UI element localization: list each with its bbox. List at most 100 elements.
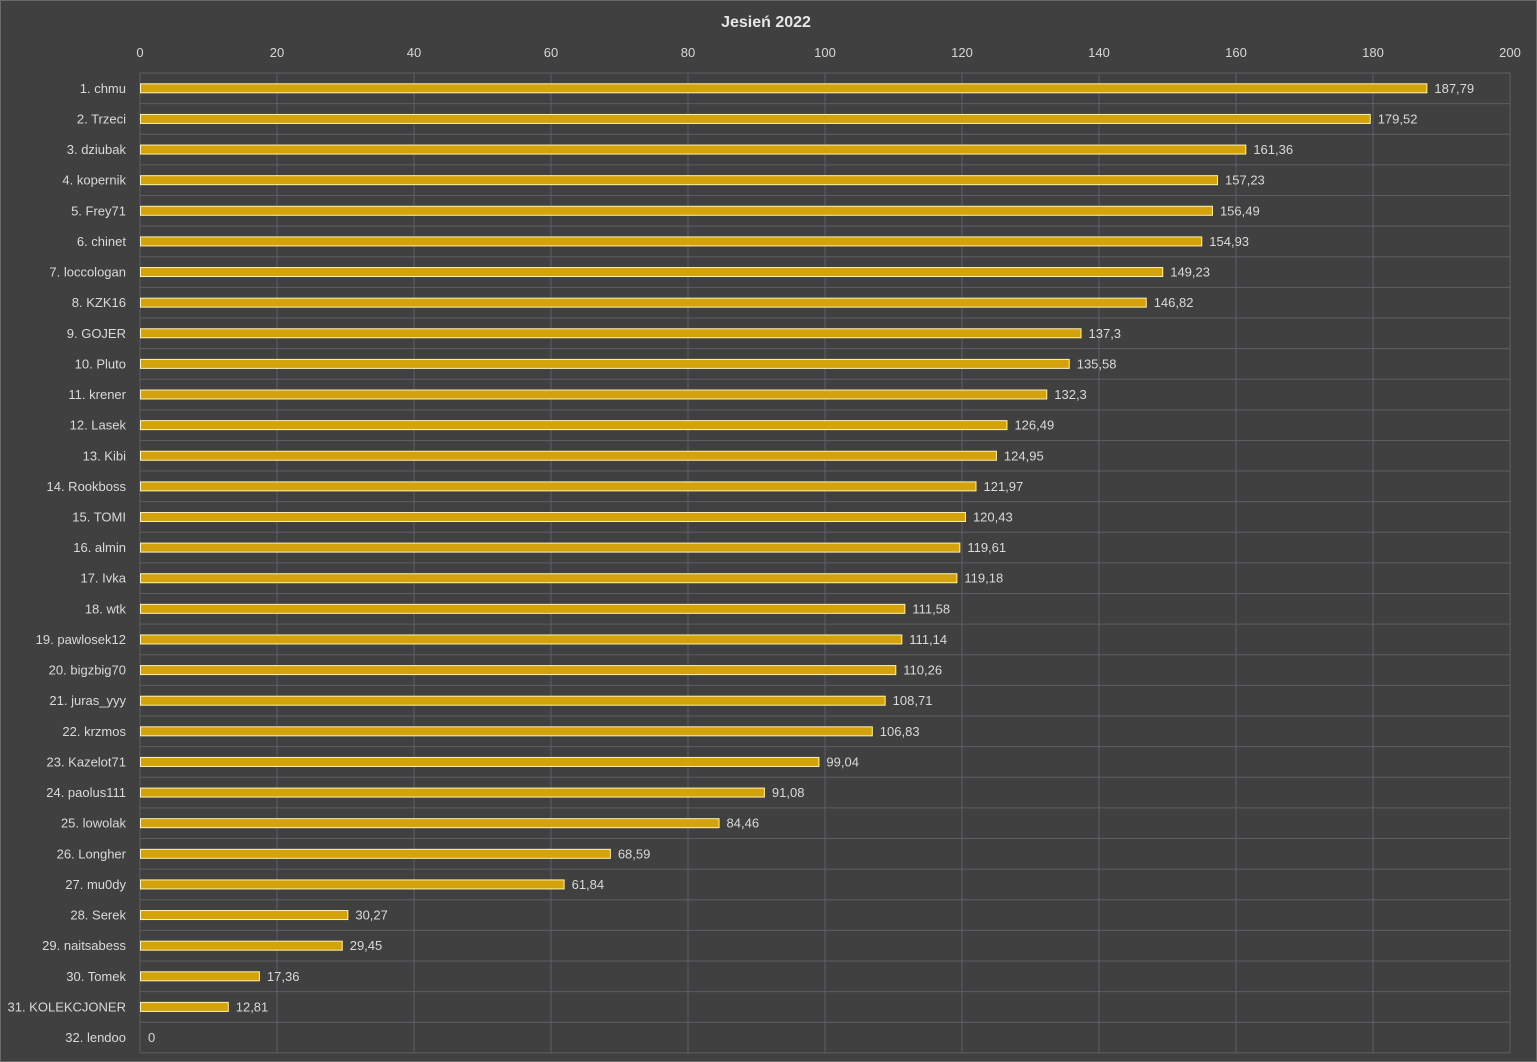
bar — [140, 144, 1247, 155]
bar — [140, 818, 720, 829]
bar — [140, 971, 260, 982]
x-tick-label: 120 — [951, 45, 973, 60]
data-label: 119,18 — [964, 571, 1003, 586]
category-label: 30. Tomek — [66, 969, 126, 984]
bar — [140, 542, 961, 553]
data-label: 111,14 — [909, 632, 947, 647]
bar — [140, 573, 958, 584]
category-label: 9. GOJER — [67, 326, 126, 341]
bar — [140, 634, 903, 645]
category-label: 12. Lasek — [70, 418, 127, 433]
category-label: 29. naitsabess — [42, 938, 126, 953]
category-label: 3. dziubak — [67, 142, 127, 157]
x-tick-label: 140 — [1088, 45, 1110, 60]
bar — [140, 787, 765, 798]
category-label: 10. Pluto — [75, 356, 126, 371]
bar — [140, 756, 820, 767]
category-label: 20. bigzbig70 — [49, 663, 126, 678]
data-label: 111,58 — [912, 601, 950, 616]
bar — [140, 236, 1203, 247]
bar — [140, 113, 1371, 124]
category-label: 16. almin — [73, 540, 126, 555]
bar — [140, 726, 873, 737]
category-label: 25. lowolak — [61, 816, 127, 831]
category-label: 28. Serek — [70, 908, 126, 923]
data-label: 161,36 — [1253, 142, 1293, 157]
value-labels: 187,79 179,52 161,36 157,23 156,49 154,93 149,… — [148, 81, 1474, 1045]
category-label: 15. TOMI — [72, 509, 126, 524]
bar — [140, 481, 977, 492]
category-label: 17. Ivka — [80, 571, 126, 586]
grid-layer — [139, 72, 1511, 1054]
data-label: 146,82 — [1154, 295, 1194, 310]
data-label: 157,23 — [1225, 173, 1265, 188]
x-tick-label: 40 — [407, 45, 421, 60]
bar — [140, 450, 997, 461]
data-label: 179,52 — [1378, 111, 1418, 126]
data-label: 29,45 — [350, 938, 383, 953]
bar — [140, 665, 897, 676]
category-label: 1. chmu — [80, 81, 126, 96]
x-tick-label: 160 — [1225, 45, 1247, 60]
category-labels: 1. chmu 2. Trzeci 3. dziubak 4. kopernik 5. … — [8, 81, 127, 1045]
data-label: 137,3 — [1089, 326, 1122, 341]
bar — [140, 848, 611, 859]
category-label: 7. loccologan — [49, 265, 126, 280]
x-tick-label: 0 — [136, 45, 143, 60]
data-label: 120,43 — [973, 509, 1013, 524]
x-tick-label: 80 — [681, 45, 695, 60]
category-label: 27. mu0dy — [65, 877, 126, 892]
bar — [140, 358, 1070, 369]
data-label: 108,71 — [893, 693, 933, 708]
category-label: 19. pawlosek12 — [36, 632, 126, 647]
data-label: 156,49 — [1220, 203, 1260, 218]
category-label: 2. Trzeci — [77, 111, 126, 126]
bar — [140, 879, 565, 890]
data-label: 30,27 — [355, 908, 388, 923]
data-label: 187,79 — [1434, 81, 1474, 96]
data-label: 61,84 — [572, 877, 605, 892]
data-label: 68,59 — [618, 846, 651, 861]
data-label: 91,08 — [772, 785, 805, 800]
data-label: 126,49 — [1014, 418, 1054, 433]
bar — [140, 175, 1219, 186]
category-label: 23. Kazelot71 — [46, 754, 126, 769]
bar — [140, 511, 966, 522]
data-label: 154,93 — [1209, 234, 1249, 249]
data-label: 17,36 — [267, 969, 300, 984]
category-label: 6. chinet — [77, 234, 127, 249]
category-label: 26. Longher — [57, 846, 127, 861]
x-tick-label: 60 — [544, 45, 558, 60]
bar — [140, 910, 349, 921]
data-label: 110,26 — [903, 663, 942, 678]
category-label: 21. juras_yyy — [49, 693, 126, 708]
x-axis-ticks: 0 20 40 60 80 100 120 140 160 180 200 — [136, 45, 1520, 60]
category-label: 8. KZK16 — [72, 295, 126, 310]
data-label: 12,81 — [236, 999, 269, 1014]
x-tick-label: 20 — [270, 45, 284, 60]
x-tick-label: 200 — [1499, 45, 1521, 60]
bar — [140, 389, 1048, 400]
bar — [140, 297, 1147, 308]
category-label: 22. krzmos — [62, 724, 126, 739]
bars — [140, 83, 1428, 1012]
data-label: 106,83 — [880, 724, 920, 739]
bar — [140, 603, 906, 614]
category-label: 18. wtk — [85, 601, 127, 616]
data-label: 99,04 — [826, 754, 859, 769]
data-label: 0 — [148, 1030, 155, 1045]
bar — [140, 205, 1213, 216]
data-label: 84,46 — [727, 816, 760, 831]
bar — [140, 695, 886, 706]
bar — [140, 267, 1164, 278]
category-label: 13. Kibi — [83, 448, 126, 463]
bar — [140, 1001, 229, 1012]
category-label: 24. paolus111 — [46, 785, 126, 800]
bar — [140, 328, 1082, 339]
data-label: 121,97 — [983, 479, 1023, 494]
data-label: 132,3 — [1054, 387, 1087, 402]
category-label: 31. KOLEKCJONER — [8, 999, 127, 1014]
data-label: 119,61 — [967, 540, 1006, 555]
